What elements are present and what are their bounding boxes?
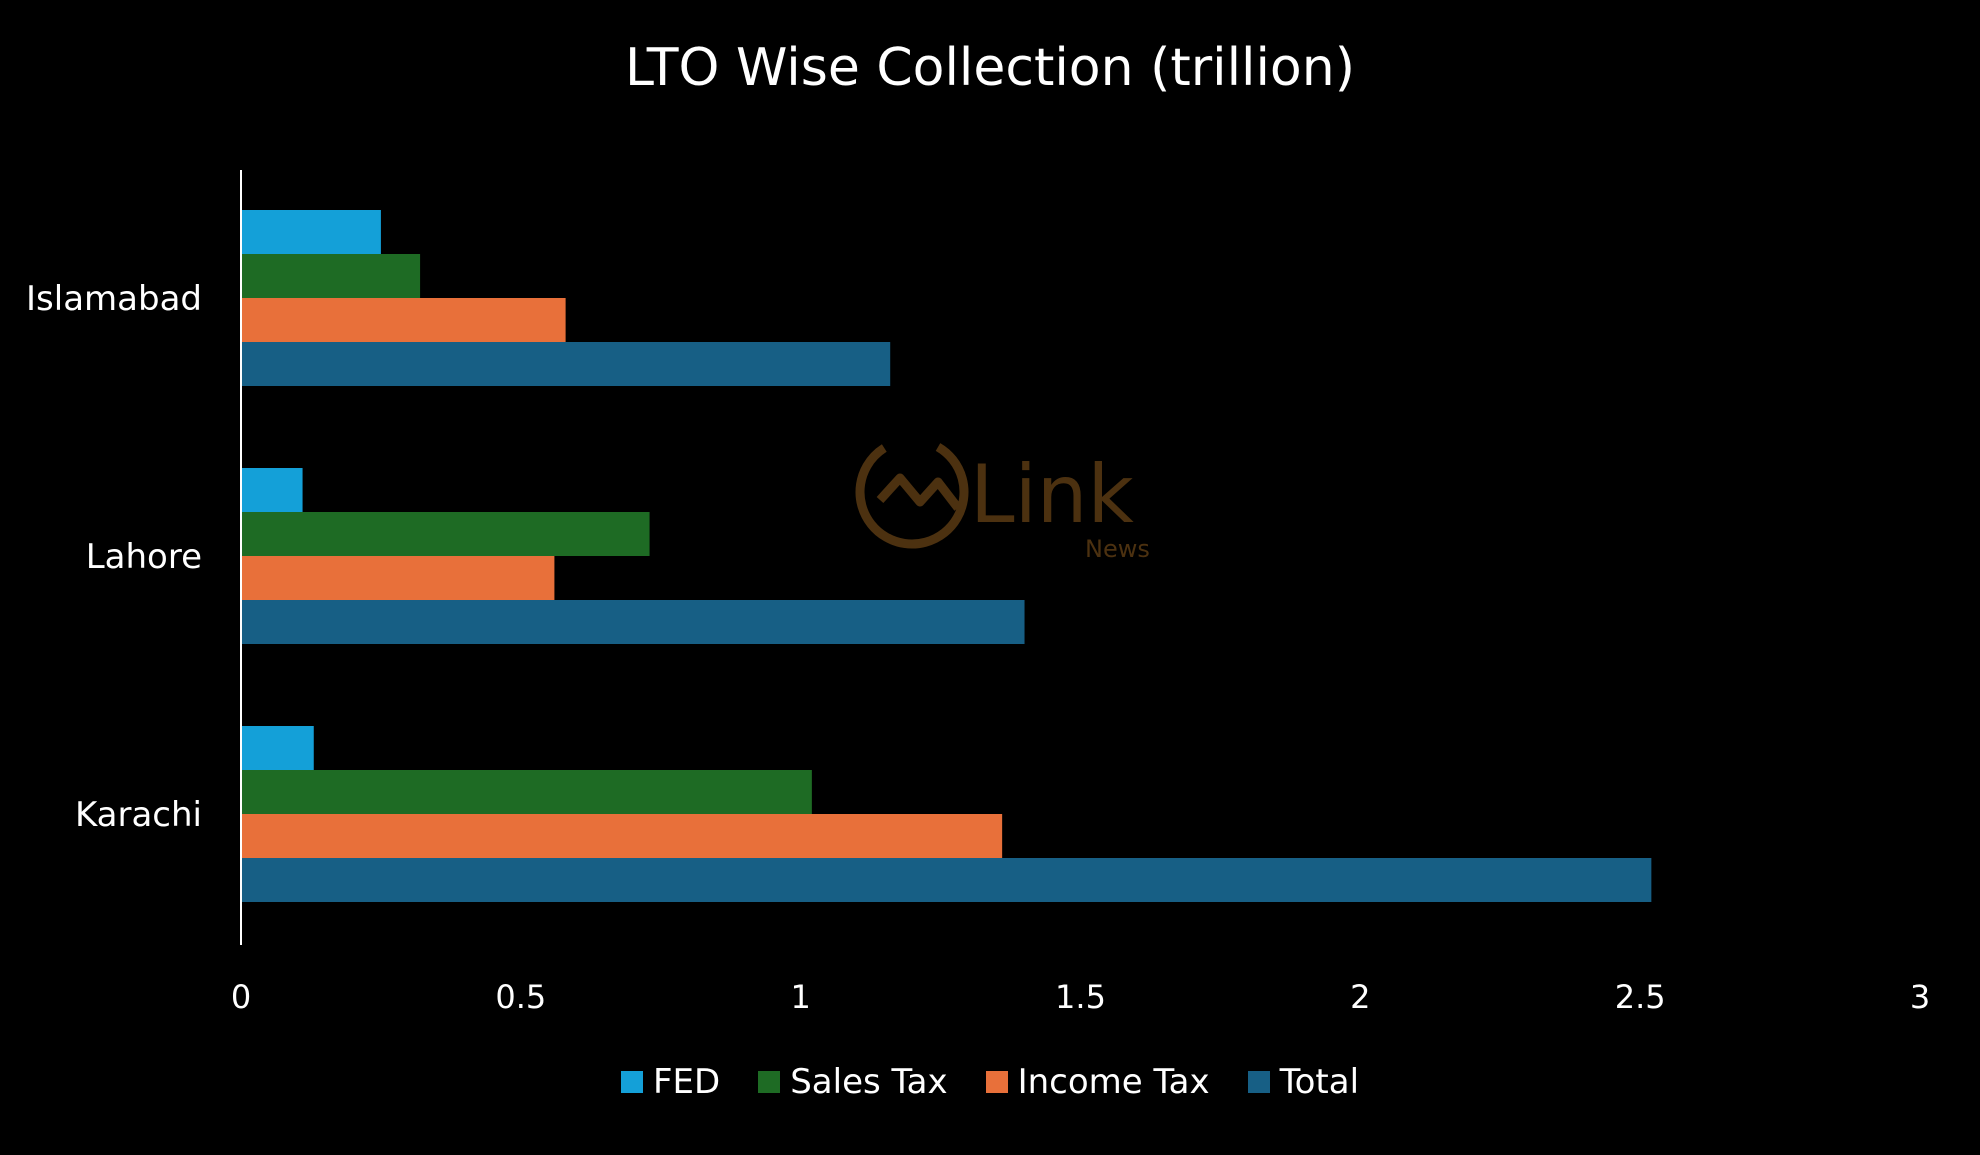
- x-tick-label: 1: [790, 978, 810, 1016]
- bar-islamabad-total: [242, 342, 891, 386]
- bar-karachi-income-tax: [242, 814, 1003, 858]
- bar-islamabad-income-tax: [242, 298, 566, 342]
- bar-lahore-income-tax: [242, 556, 555, 600]
- legend-swatch: [1247, 1071, 1270, 1093]
- watermark-logo-text: Link: [970, 448, 1135, 541]
- chart-title: LTO Wise Collection (trillion): [624, 38, 1355, 98]
- legend-label: Sales Tax: [790, 1062, 948, 1102]
- x-tick-label: 2: [1350, 978, 1370, 1016]
- x-tick-label: 0: [231, 978, 251, 1016]
- legend-label: Income Tax: [1017, 1062, 1210, 1102]
- x-tick-labels: 0 0.5 1 1.5 2 2.5 3: [231, 978, 1930, 1016]
- category-label-islamabad: Islamabad: [26, 279, 202, 319]
- bar-lahore-total: [242, 600, 1025, 644]
- x-tick-label: 3: [1910, 978, 1930, 1016]
- legend-swatch: [620, 1071, 643, 1093]
- category-label-lahore: Lahore: [86, 537, 202, 577]
- bar-lahore-sales-tax: [242, 512, 650, 556]
- x-tick-label: 0.5: [495, 978, 546, 1016]
- bar-islamabad-fed: [242, 210, 381, 254]
- bar-karachi-fed: [242, 726, 314, 770]
- bar-islamabad-sales-tax: [242, 254, 421, 298]
- x-tick-label: 2.5: [1615, 978, 1666, 1016]
- legend-item-total: Total: [1247, 1062, 1360, 1102]
- legend-item-fed: FED: [620, 1062, 721, 1102]
- bars-group: [242, 210, 1652, 902]
- bar-karachi-sales-tax: [242, 770, 812, 814]
- legend-swatch: [758, 1071, 781, 1093]
- legend-item-sales-tax: Sales Tax: [758, 1062, 948, 1102]
- bar-karachi-total: [242, 858, 1652, 902]
- legend-label: Total: [1279, 1062, 1360, 1102]
- legend: FED Sales Tax Income Tax Total: [0, 1062, 1980, 1102]
- legend-label: FED: [652, 1062, 721, 1102]
- legend-swatch: [985, 1071, 1008, 1093]
- bar-lahore-fed: [242, 468, 303, 512]
- legend-item-income-tax: Income Tax: [985, 1062, 1210, 1102]
- category-labels: Islamabad Lahore Karachi: [26, 279, 202, 835]
- bar-chart: Islamabad Lahore Karachi 0 0.5 1 1.5 2 2.5 3: [26, 170, 1930, 1016]
- x-tick-label: 1.5: [1055, 978, 1106, 1016]
- category-label-karachi: Karachi: [75, 795, 202, 835]
- watermark-sub-text: News: [1085, 535, 1150, 563]
